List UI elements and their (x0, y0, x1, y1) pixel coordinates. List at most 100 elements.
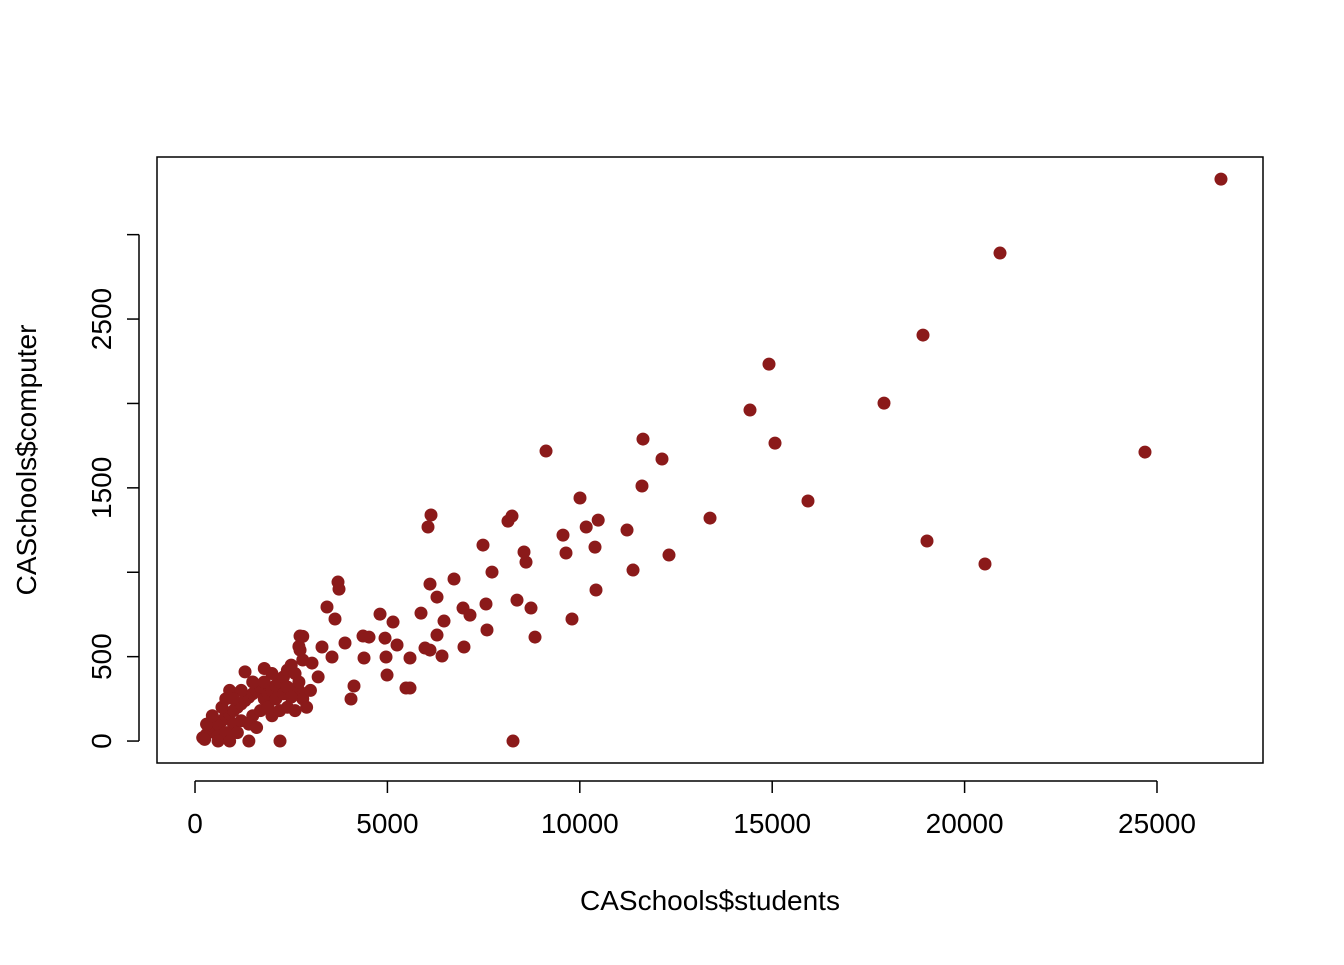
point (565, 612, 579, 626)
x-tick-label: 20000 (926, 808, 1004, 839)
point (573, 491, 587, 505)
point (920, 534, 934, 548)
point (414, 606, 428, 620)
point (418, 641, 432, 655)
point (1138, 445, 1152, 459)
point (265, 667, 279, 681)
point (447, 572, 461, 586)
point (238, 665, 252, 679)
point (292, 640, 306, 654)
point (636, 432, 650, 446)
point (437, 614, 451, 628)
point (430, 590, 444, 604)
point (296, 629, 310, 643)
point (479, 597, 493, 611)
point (390, 638, 404, 652)
x-tick-label: 10000 (541, 808, 619, 839)
point (242, 734, 256, 748)
x-tick-label: 5000 (356, 808, 418, 839)
point (284, 690, 298, 704)
x-tick-label: 25000 (1118, 808, 1196, 839)
x-tick-label: 0 (187, 808, 203, 839)
point (386, 615, 400, 629)
point (311, 670, 325, 684)
point (978, 557, 992, 571)
point (589, 583, 603, 597)
point (280, 680, 294, 694)
point (320, 600, 334, 614)
point (703, 511, 717, 525)
point (325, 650, 339, 664)
point (743, 403, 757, 417)
point (315, 640, 329, 654)
point (485, 565, 499, 579)
y-tick-label: 500 (86, 633, 117, 680)
point (916, 328, 930, 342)
point (501, 514, 515, 528)
point (476, 538, 490, 552)
point (519, 555, 533, 569)
x-axis-label: CASchools$students (580, 885, 840, 916)
point (480, 623, 494, 637)
point (517, 545, 531, 559)
point (579, 520, 593, 534)
point (762, 357, 776, 371)
point (877, 396, 891, 410)
point (250, 721, 264, 735)
point (379, 650, 393, 664)
point (332, 582, 346, 596)
point (338, 636, 352, 650)
point (620, 523, 634, 537)
point (993, 246, 1007, 260)
point (257, 675, 271, 689)
point (246, 675, 260, 689)
point (424, 508, 438, 522)
point (588, 540, 602, 554)
point (273, 734, 287, 748)
point (457, 640, 471, 654)
plot-box (156, 156, 1264, 764)
point (506, 734, 520, 748)
point (211, 734, 225, 748)
point (463, 608, 477, 622)
point (261, 700, 275, 714)
point (626, 563, 640, 577)
point (362, 630, 376, 644)
point (655, 452, 669, 466)
y-tick-label: 2500 (86, 288, 117, 350)
point (510, 593, 524, 607)
y-tick-label: 0 (86, 733, 117, 749)
point (556, 528, 570, 542)
point (198, 732, 212, 746)
point (539, 444, 553, 458)
point (373, 607, 387, 621)
point (223, 734, 237, 748)
point (528, 630, 542, 644)
y-tick-label: 1500 (86, 457, 117, 519)
y-axis-label: CASchools$computer (11, 325, 42, 596)
point (328, 612, 342, 626)
point (205, 709, 219, 723)
point (430, 628, 444, 642)
point (768, 436, 782, 450)
point (226, 692, 240, 706)
point (1214, 172, 1228, 186)
point (635, 479, 649, 493)
point (347, 679, 361, 693)
point (344, 692, 358, 706)
point (423, 577, 437, 591)
point (662, 548, 676, 562)
point (300, 700, 314, 714)
point (230, 726, 244, 740)
point (403, 651, 417, 665)
point (357, 651, 371, 665)
point (403, 681, 417, 695)
point (296, 653, 310, 667)
x-tick-label: 15000 (733, 808, 811, 839)
point (378, 631, 392, 645)
point (801, 494, 815, 508)
point (421, 520, 435, 534)
point (303, 683, 317, 697)
point (380, 668, 394, 682)
